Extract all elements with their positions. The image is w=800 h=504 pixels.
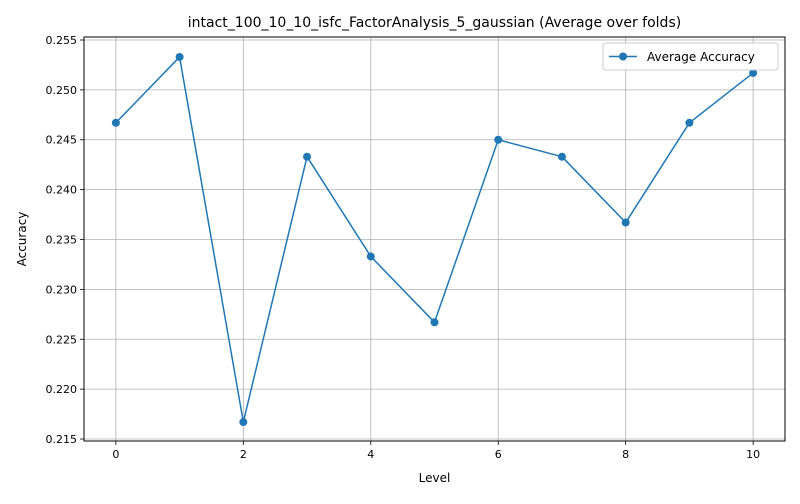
x-tick-label: 6 <box>495 448 502 461</box>
series-layer <box>111 52 758 427</box>
y-tick-label: 0.230 <box>46 283 78 296</box>
data-point <box>303 152 312 161</box>
data-point <box>366 252 375 261</box>
y-tick-label: 0.255 <box>46 34 78 47</box>
x-tick-label: 2 <box>240 448 247 461</box>
data-point <box>621 218 630 227</box>
data-point <box>239 418 248 427</box>
data-point <box>685 118 694 127</box>
data-point <box>749 68 758 77</box>
x-tick-label: 0 <box>112 448 119 461</box>
y-tick-label: 0.215 <box>46 433 78 446</box>
legend-label: Average Accuracy <box>647 50 755 64</box>
x-tick-label: 8 <box>622 448 629 461</box>
data-point <box>494 135 503 144</box>
x-tick-label: 10 <box>746 448 760 461</box>
y-tick-label: 0.225 <box>46 333 78 346</box>
legend: Average Accuracy <box>602 42 779 71</box>
chart-title: intact_100_10_10_isfc_FactorAnalysis_5_g… <box>188 15 681 31</box>
y-tick-label: 0.220 <box>46 383 78 396</box>
axis-ticks: 0 2 4 6 8 10 0.215 0.220 0.225 0.230 0.235 0.240 0.2… <box>46 34 761 461</box>
x-tick-label: 4 <box>367 448 374 461</box>
y-tick-label: 0.250 <box>46 84 78 97</box>
data-point <box>430 318 439 327</box>
y-axis-label: Accuracy <box>15 212 29 267</box>
legend-marker-swatch <box>619 52 627 61</box>
y-tick-label: 0.235 <box>46 233 78 246</box>
data-point <box>111 118 120 127</box>
grid-lines <box>84 37 785 441</box>
y-tick-label: 0.245 <box>46 134 78 147</box>
plot-area-frame <box>83 36 786 442</box>
y-tick-label: 0.240 <box>46 184 78 197</box>
data-point <box>557 152 566 161</box>
legend-box <box>602 42 779 71</box>
x-axis-label: Level <box>419 471 451 485</box>
data-point <box>175 52 184 61</box>
